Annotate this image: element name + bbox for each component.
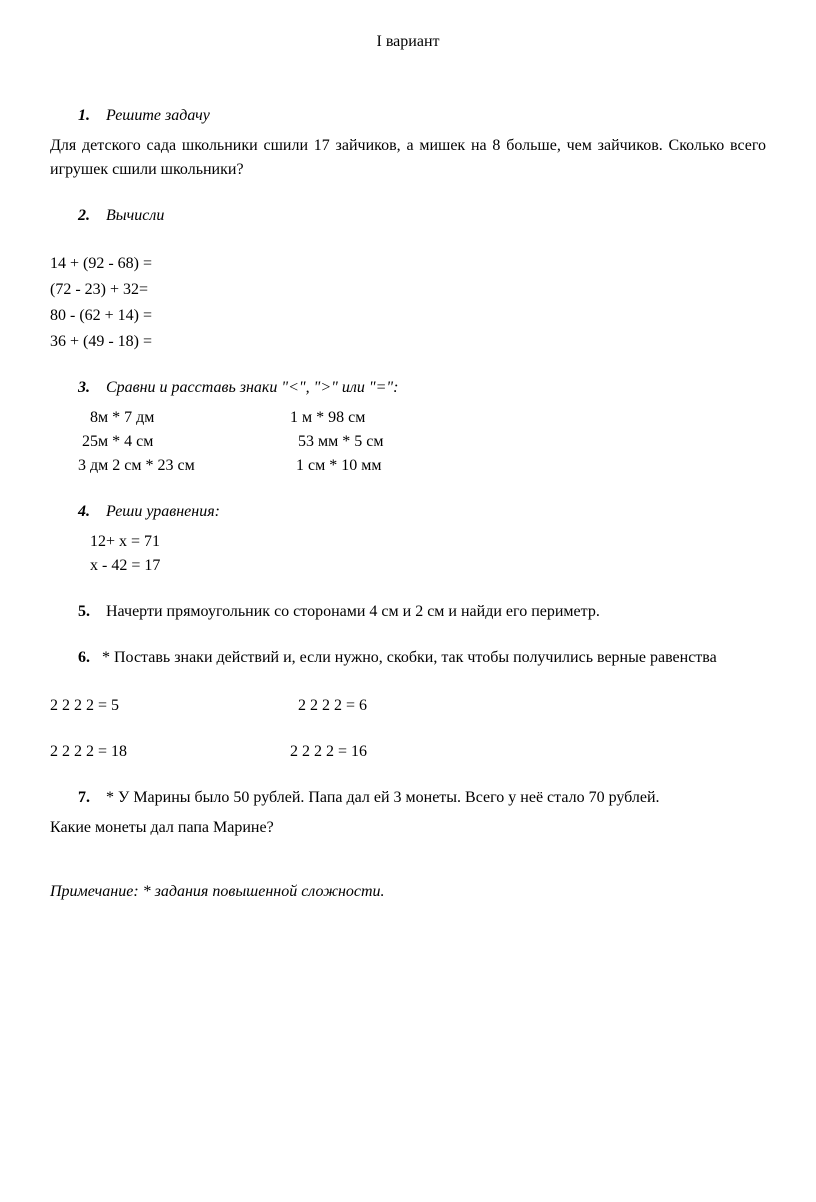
calc-line: 14 + (92 - 68) = [50,252,766,276]
task-6-body: * Поставь знаки действий и, если нужно, … [102,649,717,666]
equality-left: 2 2 2 2 = 5 [50,694,290,718]
task-5-body: Начерти прямоугольник со сторонами 4 см … [106,603,600,620]
compare-left: 3 дм 2 см * 23 см [50,454,290,478]
compare-right: 1 м * 98 см [290,406,766,430]
task-4-header: 4. Реши уравнения: [50,500,766,524]
task-7-body-b: Какие монеты дал папа Марине? [50,816,766,840]
compare-row: 3 дм 2 см * 23 см 1 см * 10 мм [50,454,766,478]
compare-left: 25м * 4 см [50,430,290,454]
equality-row: 2 2 2 2 = 5 2 2 2 2 = 6 [50,694,766,718]
task-2-title: Вычисли [106,207,164,224]
compare-row: 8м * 7 дм 1 м * 98 см [50,406,766,430]
task-1-body: Для детского сада школьники сшили 17 зай… [50,134,766,182]
task-2-header: 2. Вычисли [50,204,766,228]
calc-line: 80 - (62 + 14) = [50,304,766,328]
calc-line: 36 + (49 - 18) = [50,330,766,354]
equation-line: х - 42 = 17 [50,554,766,578]
task-5-num: 5. [78,603,90,620]
task-1-title: Решите задачу [106,107,210,124]
footnote: Примечание: * задания повышенной сложнос… [50,880,766,904]
task-1-num: 1. [78,107,90,124]
task-6-header: 6. * Поставь знаки действий и, если нужно… [50,646,766,670]
task-2-num: 2. [78,207,90,224]
compare-row: 25м * 4 см 53 мм * 5 см [50,430,766,454]
task-4-num: 4. [78,503,90,520]
task-4-title: Реши уравнения: [106,503,220,520]
task-7-num: 7. [78,789,90,806]
task-7-body-a: * У Марины было 50 рублей. Папа дал ей 3… [106,789,660,806]
equality-row: 2 2 2 2 = 18 2 2 2 2 = 16 [50,740,766,764]
equality-right: 2 2 2 2 = 16 [290,740,766,764]
compare-right: 1 см * 10 мм [290,454,766,478]
task-5-header: 5. Начерти прямоугольник со сторонами 4 … [50,600,766,624]
compare-right: 53 мм * 5 см [290,430,766,454]
calc-line: (72 - 23) + 32= [50,278,766,302]
task-6-num: 6. [78,649,90,666]
compare-left: 8м * 7 дм [50,406,290,430]
equality-left: 2 2 2 2 = 18 [50,740,290,764]
task-3-title: Сравни и расставь знаки "<", ">" или "="… [106,379,398,396]
page-title: I вариант [50,30,766,54]
task-7-header: 7. * У Марины было 50 рублей. Папа дал е… [50,786,766,810]
task-3-num: 3. [78,379,90,396]
task-1-header: 1. Решите задачу [50,104,766,128]
equation-line: 12+ х = 71 [50,530,766,554]
task-3-header: 3. Сравни и расставь знаки "<", ">" или … [50,376,766,400]
equality-right: 2 2 2 2 = 6 [290,694,766,718]
